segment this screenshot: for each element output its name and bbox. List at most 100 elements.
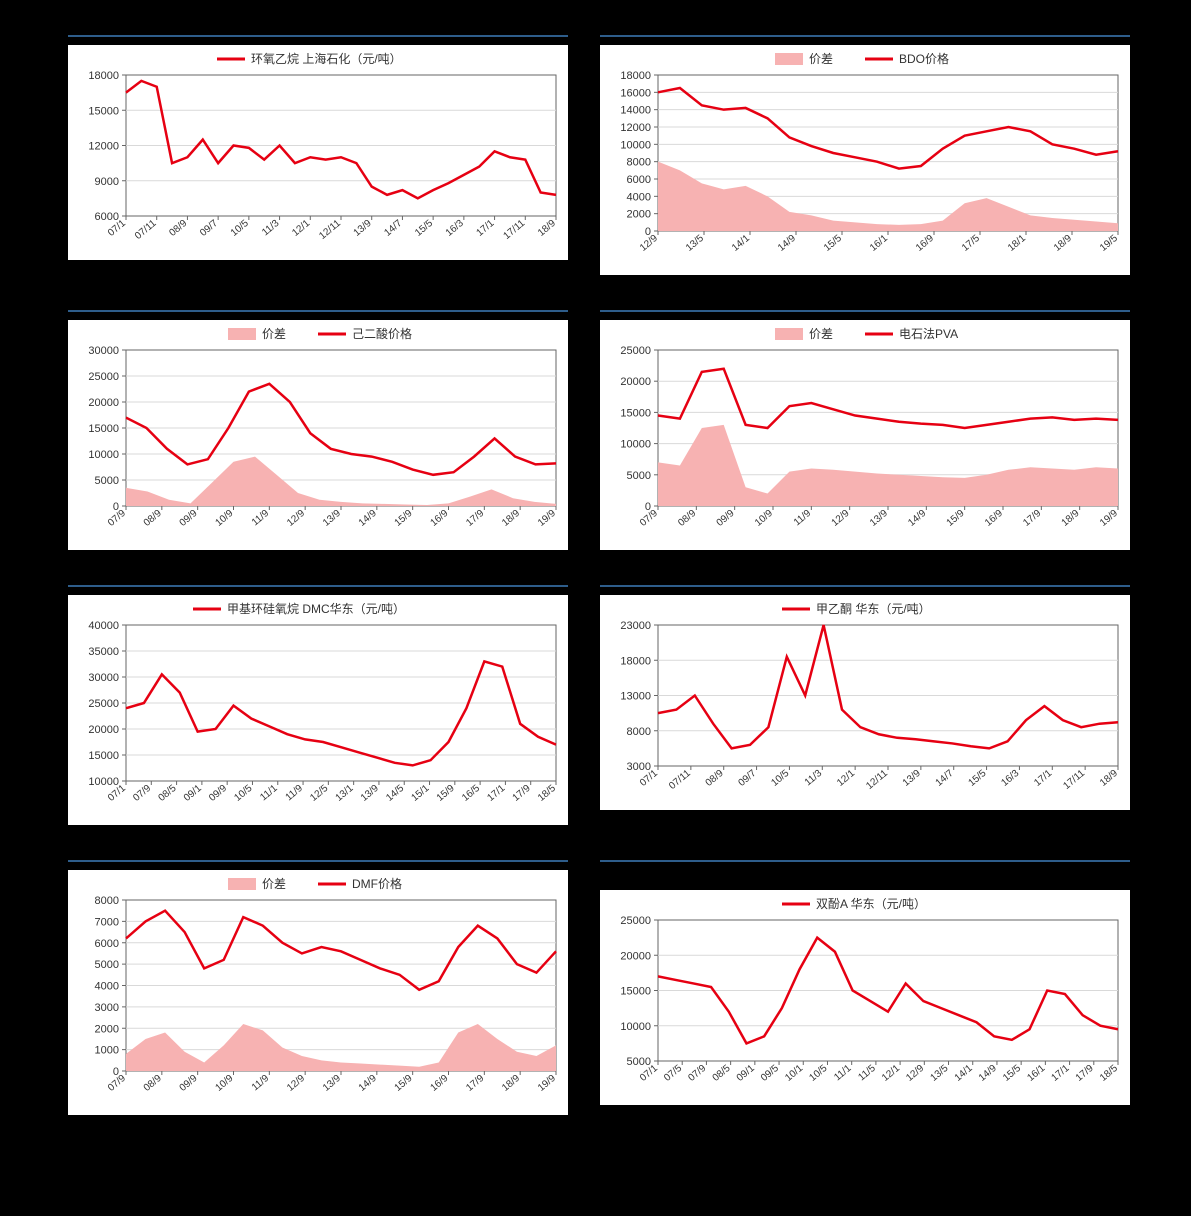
y-tick-label: 30000 xyxy=(88,345,119,357)
x-tick-label: 14/1 xyxy=(730,233,752,254)
x-tick-label: 15/1 xyxy=(409,783,431,804)
y-tick-label: 25000 xyxy=(620,915,651,927)
x-tick-label: 18/9 xyxy=(500,508,522,529)
x-tick-label: 14/7 xyxy=(934,768,956,789)
x-tick-label: 08/9 xyxy=(704,768,726,789)
x-tick-label: 10/9 xyxy=(213,508,235,529)
section-separator xyxy=(68,35,568,37)
x-tick-label: 19/9 xyxy=(536,508,558,529)
x-tick-label: 12/9 xyxy=(904,1063,926,1084)
legend-label-line: BDO价格 xyxy=(899,51,949,66)
chart-c1: 环氧乙烷 上海石化（元/吨）6000900012000150001800007/… xyxy=(68,45,568,260)
x-tick-label: 12/11 xyxy=(317,218,343,242)
chart-c4: 价差电石法PVA050001000015000200002500007/908/… xyxy=(600,320,1130,550)
x-tick-label: 13/9 xyxy=(868,508,890,529)
section-separator xyxy=(68,310,568,312)
x-tick-label: 11/9 xyxy=(284,783,306,804)
x-tick-label: 19/9 xyxy=(1098,508,1120,529)
legend-label-line: 电石法PVA xyxy=(899,327,958,341)
section-separator xyxy=(600,35,1130,37)
x-tick-label: 18/5 xyxy=(536,783,558,804)
x-tick-label: 15/5 xyxy=(822,233,844,254)
chart-title: 甲基环硅氧烷 DMC华东（元/吨） xyxy=(227,602,405,616)
x-tick-label: 16/9 xyxy=(428,1073,450,1094)
y-tick-label: 25000 xyxy=(88,698,119,710)
x-tick-label: 17/1 xyxy=(475,218,497,239)
legend-swatch-area xyxy=(775,328,803,340)
x-tick-label: 12/11 xyxy=(864,768,890,792)
x-tick-label: 16/9 xyxy=(428,508,450,529)
y-tick-label: 30000 xyxy=(88,672,119,684)
x-tick-label: 16/9 xyxy=(983,508,1005,529)
x-tick-label: 09/7 xyxy=(198,218,220,239)
x-tick-label: 14/9 xyxy=(776,233,798,254)
chart-grid-page: 环氧乙烷 上海石化（元/吨）6000900012000150001800007/… xyxy=(0,0,1191,1216)
y-tick-label: 18000 xyxy=(620,70,651,82)
x-tick-label: 13/9 xyxy=(321,508,343,529)
x-tick-label: 14/9 xyxy=(906,508,928,529)
x-tick-label: 14/1 xyxy=(953,1063,975,1084)
section-separator xyxy=(68,585,568,587)
x-tick-label: 17/9 xyxy=(511,783,533,804)
x-tick-label: 09/9 xyxy=(178,508,200,529)
y-tick-label: 3000 xyxy=(95,1002,119,1014)
x-tick-label: 14/9 xyxy=(357,508,379,529)
y-tick-label: 20000 xyxy=(620,950,651,962)
legend-swatch-area xyxy=(775,53,803,65)
chart-title: 双酚A 华东（元/吨） xyxy=(816,897,926,911)
y-tick-label: 10000 xyxy=(88,449,119,461)
x-tick-label: 13/5 xyxy=(684,233,706,254)
x-tick-label: 08/9 xyxy=(142,508,164,529)
x-tick-label: 15/5 xyxy=(1001,1063,1023,1084)
x-tick-label: 10/5 xyxy=(807,1063,829,1084)
x-tick-label: 08/9 xyxy=(142,1073,164,1094)
x-tick-label: 17/1 xyxy=(485,783,507,804)
x-tick-label: 07/9 xyxy=(106,508,128,529)
area-series xyxy=(658,425,1118,506)
x-tick-label: 17/9 xyxy=(1021,508,1043,529)
chart-panel-c3: 价差己二酸价格05000100001500020000250003000007/… xyxy=(68,320,568,550)
y-tick-label: 23000 xyxy=(620,620,651,632)
y-tick-label: 2000 xyxy=(95,1023,119,1035)
area-series xyxy=(126,1024,556,1071)
legend-label-area: 价差 xyxy=(809,327,833,341)
legend-label-line: 己二酸价格 xyxy=(352,326,412,341)
x-tick-label: 18/9 xyxy=(1098,768,1120,789)
y-tick-label: 10000 xyxy=(620,139,651,151)
legend-label-area: 价差 xyxy=(262,327,286,341)
x-tick-label: 12/9 xyxy=(830,508,852,529)
chart-c8: 双酚A 华东（元/吨）50001000015000200002500007/10… xyxy=(600,890,1130,1105)
x-tick-label: 07/11 xyxy=(667,768,693,792)
y-tick-label: 8000 xyxy=(627,157,651,169)
y-tick-label: 20000 xyxy=(88,397,119,409)
x-tick-label: 07/11 xyxy=(133,218,159,242)
x-tick-label: 13/9 xyxy=(321,1073,343,1094)
x-tick-label: 11/9 xyxy=(792,508,814,529)
x-tick-label: 10/5 xyxy=(229,218,251,239)
legend-label-area: 价差 xyxy=(809,52,833,66)
y-tick-label: 15000 xyxy=(620,407,651,419)
legend-label-area: 价差 xyxy=(262,877,286,891)
chart-c2: 价差BDO价格020004000600080001000012000140001… xyxy=(600,45,1130,275)
y-tick-label: 4000 xyxy=(627,191,651,203)
x-tick-label: 18/5 xyxy=(1098,1063,1120,1084)
x-tick-label: 17/9 xyxy=(464,508,486,529)
x-tick-label: 19/5 xyxy=(1098,233,1120,254)
x-tick-label: 08/5 xyxy=(157,783,179,804)
x-tick-label: 13/1 xyxy=(334,783,356,804)
x-tick-label: 11/1 xyxy=(258,783,280,804)
y-tick-label: 10000 xyxy=(620,439,651,451)
chart-panel-c8: 双酚A 华东（元/吨）50001000015000200002500007/10… xyxy=(600,890,1130,1105)
x-tick-label: 12/9 xyxy=(638,233,660,254)
x-tick-label: 16/1 xyxy=(868,233,890,254)
x-tick-label: 07/9 xyxy=(106,1073,128,1094)
y-tick-label: 13000 xyxy=(620,691,651,703)
chart-c5: 甲基环硅氧烷 DMC华东（元/吨）10000150002000025000300… xyxy=(68,595,568,825)
x-tick-label: 17/11 xyxy=(502,218,528,242)
legend-label-line: DMF价格 xyxy=(352,876,402,891)
x-tick-label: 17/1 xyxy=(1050,1063,1072,1084)
x-tick-label: 17/1 xyxy=(1032,768,1054,789)
y-tick-label: 10000 xyxy=(620,1021,651,1033)
y-tick-label: 25000 xyxy=(620,345,651,357)
x-tick-label: 16/9 xyxy=(914,233,936,254)
